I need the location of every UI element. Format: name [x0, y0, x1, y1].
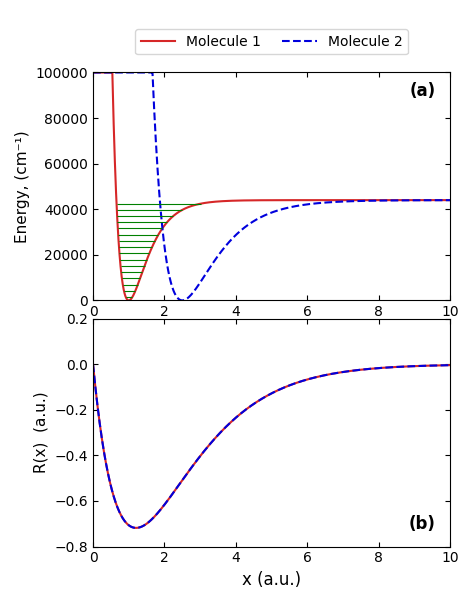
Molecule 1: [228, 197, 233, 204]
Molecule 1: [402, 196, 408, 204]
Line: Molecule 1: Molecule 1: [93, 72, 450, 300]
Molecule 2: [90, 69, 96, 76]
Text: (a): (a): [410, 82, 436, 100]
Molecule 2: [447, 196, 453, 204]
Line: Molecule 2: Molecule 2: [93, 72, 450, 300]
Molecule 1: [243, 197, 248, 204]
Molecule 2: [180, 297, 185, 304]
Molecule 1: [152, 237, 158, 245]
Molecule 2: [228, 237, 233, 245]
Molecule 1: [90, 69, 96, 76]
Molecule 2: [152, 122, 158, 129]
Text: (b): (b): [409, 515, 436, 533]
Molecule 2: [243, 223, 248, 230]
Molecule 1: [440, 196, 446, 204]
Y-axis label: Energy, (cm⁻¹): Energy, (cm⁻¹): [15, 130, 30, 243]
Molecule 2: [402, 197, 408, 204]
Y-axis label: R(x)  (a.u.): R(x) (a.u.): [34, 392, 49, 474]
Molecule 2: [131, 69, 137, 76]
Molecule 1: [126, 297, 132, 304]
Molecule 2: [440, 196, 446, 204]
Molecule 1: [131, 291, 137, 298]
Molecule 1: [447, 196, 453, 204]
Legend: Molecule 1, Molecule 2: Molecule 1, Molecule 2: [135, 29, 408, 54]
X-axis label: x (a.u.): x (a.u.): [242, 571, 301, 589]
